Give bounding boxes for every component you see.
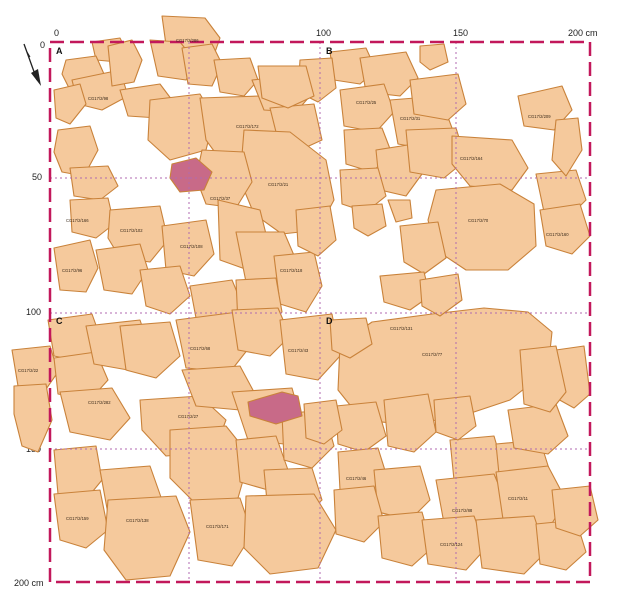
sherd — [103, 495, 191, 581]
sherd — [107, 39, 143, 87]
sherd — [409, 73, 467, 121]
sherd — [399, 221, 447, 275]
sherd — [419, 273, 463, 317]
sherd — [53, 239, 99, 293]
sherd-label: CG17/2/88 — [452, 508, 473, 513]
sherd-label: CG17/2/131 — [390, 326, 413, 331]
sherd-label: CG17/2/159 — [66, 516, 89, 521]
sherd-label: CG17/2/138 — [126, 518, 149, 523]
sherd — [295, 205, 337, 257]
top-tick-100: 100 — [316, 28, 331, 38]
north-arrow-icon — [23, 43, 41, 86]
sherd — [213, 57, 259, 97]
sherd — [95, 243, 149, 295]
sherd-label: CG17/2/118 — [280, 268, 303, 273]
sherd-label: CG17/2/172 — [236, 124, 259, 129]
sherd-label: CG17/2/286 — [176, 38, 199, 43]
top-tick-0: 0 — [54, 28, 59, 38]
sherd — [351, 203, 387, 237]
sherd — [475, 515, 547, 575]
sherd-label: CG17/2/108 — [180, 244, 203, 249]
sherd — [451, 135, 529, 191]
left-tick-100: 100 — [26, 307, 41, 317]
sherd-label: CG17/2/31 — [400, 116, 421, 121]
sherd-layer — [11, 15, 599, 581]
sherd — [329, 317, 373, 359]
sherd — [333, 485, 385, 543]
sherd — [189, 497, 253, 567]
sherd-label: CG17/2/68 — [190, 346, 211, 351]
sherd-label: CG17/2/27 — [178, 414, 199, 419]
sherd-label: CG17/2/160 — [546, 232, 569, 237]
top-tick-200: 200 cm — [568, 28, 598, 38]
sherd-label: CG17/2/96 — [62, 268, 83, 273]
sherd-label: CG17/2/166 — [66, 218, 89, 223]
sherd-label: CG17/2/22 — [18, 368, 39, 373]
sherd-label: CG17/2/209 — [528, 114, 551, 119]
sherd — [551, 117, 583, 177]
sherd — [59, 387, 131, 441]
sherd — [69, 197, 115, 239]
sherd — [519, 345, 567, 413]
sherd — [339, 83, 395, 133]
sherd — [53, 83, 87, 125]
grid-lines — [48, 40, 592, 584]
sherd — [273, 251, 323, 313]
sherd — [243, 493, 337, 575]
sherd-label: CG17/2/102 — [120, 228, 143, 233]
sherd — [257, 65, 315, 109]
sherd-label: CG17/2/46 — [346, 476, 367, 481]
sherd-label: CG17/2/21 — [268, 182, 289, 187]
sherd — [13, 383, 53, 453]
sherd — [303, 399, 343, 445]
highlighted-sherd — [247, 391, 303, 425]
sherd-label: CG17/2/25 — [356, 100, 377, 105]
sherd — [335, 401, 387, 453]
sherd — [539, 203, 591, 255]
sherd — [231, 307, 291, 357]
left-tick-0: 0 — [40, 40, 45, 50]
sherd — [139, 265, 191, 315]
sherd — [507, 403, 569, 455]
sherd-label-layer: CG17/2/286 CG17/2/98 CG17/2/172 CG17/2/2… — [18, 38, 569, 547]
quadrant-label-d: D — [326, 316, 333, 326]
sherd-label: CG17/2/124 — [440, 542, 463, 547]
sherd-label: CG17/2/164 — [460, 156, 483, 161]
sherd-label: CG17/2/282 — [88, 400, 111, 405]
sherd — [379, 271, 431, 311]
sherd — [433, 395, 477, 441]
sherd — [175, 311, 253, 373]
sherd-label: CG17/2/98 — [88, 96, 109, 101]
sherd — [405, 127, 467, 179]
top-tick-150: 150 — [453, 28, 468, 38]
sherd-label: CG17/2/70 — [468, 218, 489, 223]
sherd — [377, 511, 433, 567]
sherd-label: CG17/2/77 — [422, 352, 443, 357]
sherd-label: CG17/2/11 — [508, 496, 529, 501]
sherd — [69, 165, 119, 201]
sherd — [119, 321, 181, 379]
sherd — [419, 43, 449, 71]
sherd-label: CG17/2/37 — [210, 196, 231, 201]
sherd — [383, 393, 437, 453]
quadrant-label-c: C — [56, 316, 63, 326]
sherd-label: CG17/2/171 — [206, 524, 229, 529]
sherd — [387, 199, 413, 223]
sherd — [279, 313, 341, 381]
sherd — [421, 515, 487, 571]
quadrant-label-b: B — [326, 46, 333, 56]
sherd-label: CG17/2/43 — [288, 348, 309, 353]
grid-border — [48, 40, 592, 584]
sherd — [53, 489, 109, 549]
quadrant-label-a: A — [56, 46, 63, 56]
left-tick-200: 200 cm — [14, 578, 44, 588]
sherd — [161, 219, 215, 277]
left-tick-50: 50 — [32, 172, 42, 182]
